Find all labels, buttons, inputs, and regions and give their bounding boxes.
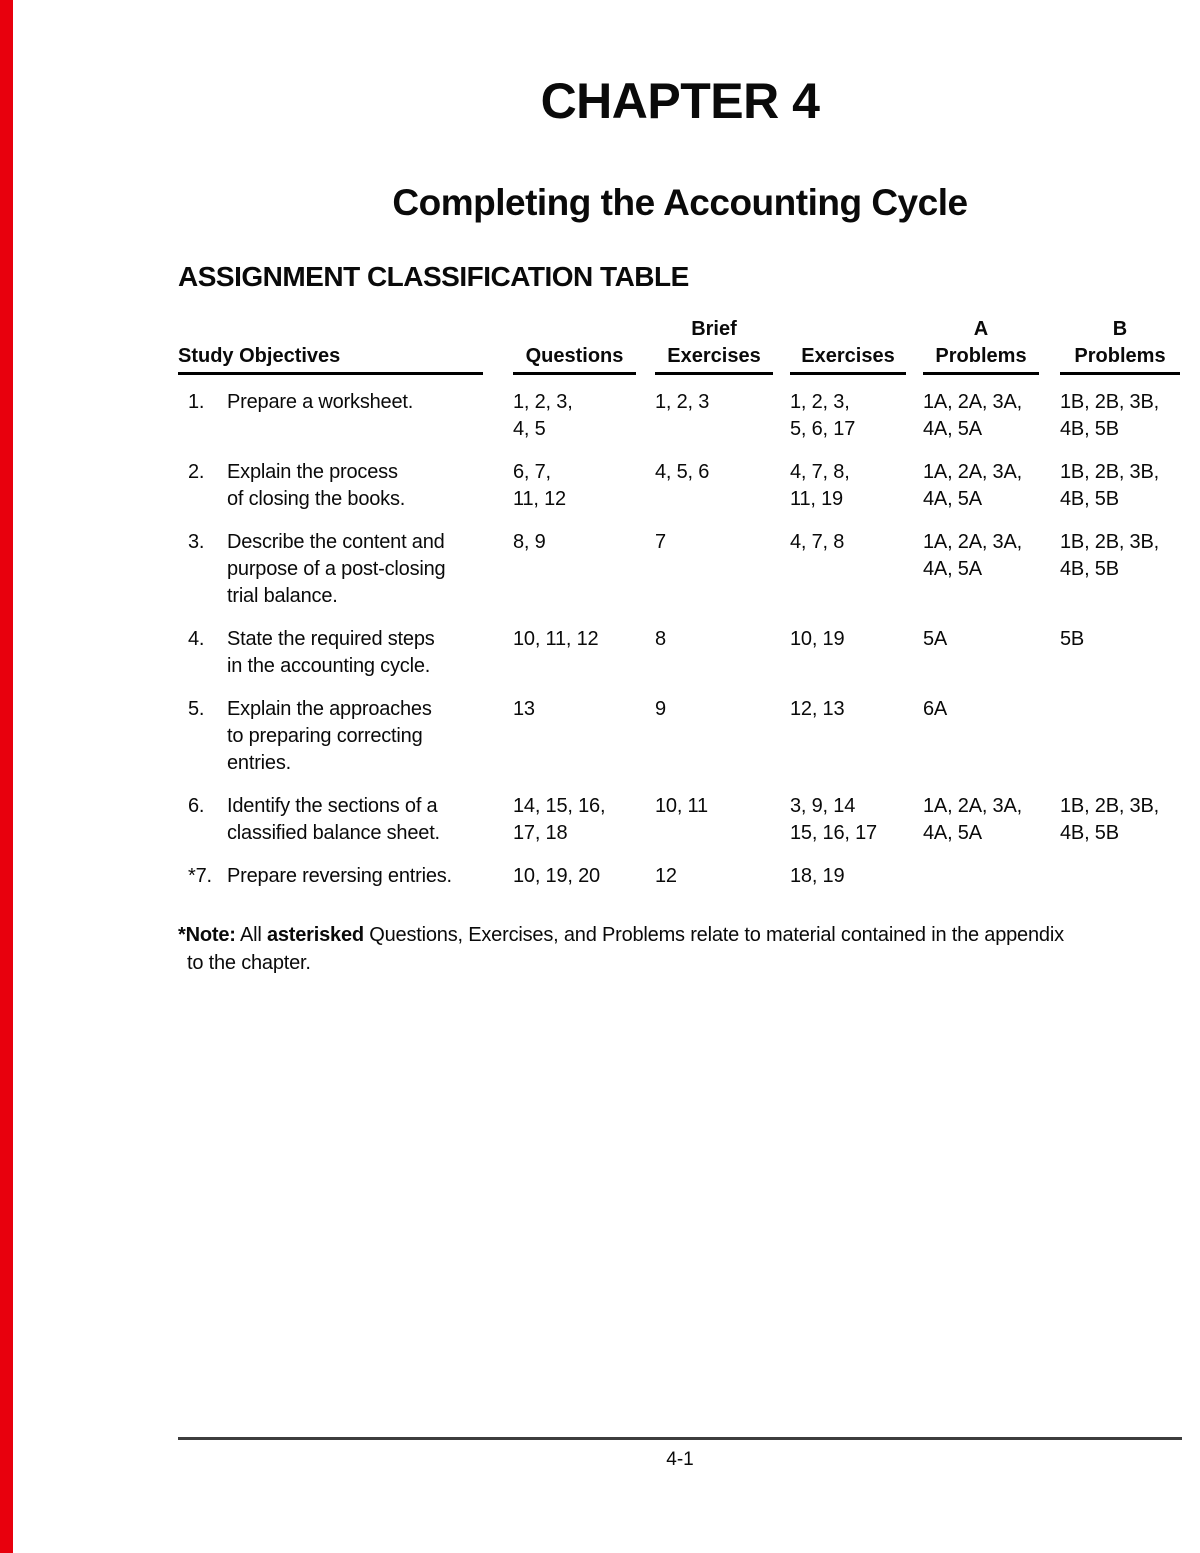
- objective-number: 5.: [188, 698, 205, 720]
- exercises-cell: 10, 19: [790, 628, 845, 650]
- table-row: 6. Identify the sections of a classified…: [178, 793, 1182, 847]
- brief-exercises-cell: 12: [655, 865, 677, 887]
- objective-cell: *7. Prepare reversing entries.: [178, 863, 513, 890]
- questions-cell: 6, 7, 11, 12: [513, 461, 566, 510]
- footnote-bold-word: asterisked: [266, 924, 364, 946]
- footnote-text: All: [235, 924, 267, 946]
- exercises-cell: 18, 19: [790, 865, 845, 887]
- questions-cell: 8, 9: [513, 531, 546, 553]
- header-top-label: B: [1112, 318, 1128, 340]
- table-row: 3. Describe the content and purpose of a…: [178, 529, 1182, 610]
- problems-b-cell: [1060, 696, 1182, 777]
- objective-text: Describe the content and purpose of a po…: [227, 531, 446, 607]
- header-label: Problems: [923, 343, 1039, 375]
- document-page: CHAPTER 4 Completing the Accounting Cycl…: [178, 0, 1182, 1553]
- footnote-label: Note:: [185, 924, 236, 946]
- exercises-cell: 1, 2, 3, 5, 6, 17: [790, 391, 856, 440]
- problems-b-cell: 1B, 2B, 3B, 4B, 5B: [1060, 461, 1159, 510]
- exercises-cell: 4, 7, 8: [790, 531, 845, 553]
- page-number: 4-1: [666, 1449, 694, 1470]
- problems-a-cell: 6A: [923, 698, 948, 720]
- questions-cell: 1, 2, 3, 4, 5: [513, 391, 573, 440]
- problems-b-cell: 5B: [1060, 628, 1085, 650]
- objective-number: *7.: [188, 865, 212, 887]
- objective-text: Prepare a worksheet.: [227, 391, 414, 413]
- objective-number: 4.: [188, 628, 205, 650]
- questions-cell: 14, 15, 16, 17, 18: [513, 795, 606, 844]
- header-label: Problems: [1060, 343, 1180, 375]
- scan-edge-red-stripe: [0, 0, 13, 1553]
- problems-a-cell: 1A, 2A, 3A, 4A, 5A: [923, 531, 1022, 580]
- objective-text: Explain the process of closing the books…: [227, 461, 406, 510]
- chapter-title: CHAPTER 4: [540, 73, 820, 129]
- table-header-row: Study Objectives Questions Brief Exercis…: [178, 316, 1182, 375]
- header-label: Questions: [513, 343, 636, 375]
- table-row: 4. State the required steps in the accou…: [178, 626, 1182, 680]
- problems-b-cell: [1060, 863, 1182, 890]
- header-problems-b: B Problems: [1060, 316, 1182, 375]
- table-row: 2. Explain the process of closing the bo…: [178, 459, 1182, 513]
- asterisk-marker: *: [178, 924, 186, 946]
- table-row: 1. Prepare a worksheet. 1, 2, 3, 4, 5 1,…: [178, 389, 1182, 443]
- objective-text: State the required steps in the accounti…: [227, 628, 435, 677]
- objective-number: 1.: [188, 391, 205, 413]
- problems-a-cell: [923, 863, 1060, 890]
- header-label: Study Objectives: [178, 343, 483, 375]
- footer-rule: [178, 1437, 1182, 1440]
- header-questions: Questions: [513, 316, 655, 375]
- brief-exercises-cell: 1, 2, 3: [655, 391, 710, 413]
- problems-a-cell: 5A: [923, 628, 948, 650]
- objective-number: 3.: [188, 531, 205, 553]
- table-body: 1. Prepare a worksheet. 1, 2, 3, 4, 5 1,…: [178, 389, 1182, 906]
- objective-number: 2.: [188, 461, 205, 483]
- objective-cell: 5. Explain the approaches to preparing c…: [178, 696, 513, 777]
- table-row: 5. Explain the approaches to preparing c…: [178, 696, 1182, 777]
- section-heading: ASSIGNMENT CLASSIFICATION TABLE: [178, 261, 689, 292]
- brief-exercises-cell: 10, 11: [655, 795, 708, 817]
- problems-a-cell: 1A, 2A, 3A, 4A, 5A: [923, 795, 1022, 844]
- exercises-cell: 4, 7, 8, 11, 19: [790, 461, 850, 510]
- problems-b-cell: 1B, 2B, 3B, 4B, 5B: [1060, 795, 1159, 844]
- brief-exercises-cell: 9: [655, 698, 666, 720]
- brief-exercises-cell: 8: [655, 628, 666, 650]
- header-top-label: Brief: [691, 318, 737, 340]
- objective-number: 6.: [188, 795, 205, 817]
- questions-cell: 10, 19, 20: [513, 865, 600, 887]
- objective-cell: 2. Explain the process of closing the bo…: [178, 459, 513, 513]
- objective-text: Identify the sections of a classified ba…: [227, 795, 440, 844]
- brief-exercises-cell: 4, 5, 6: [655, 461, 710, 483]
- header-label: Exercises: [655, 343, 773, 375]
- exercises-cell: 12, 13: [790, 698, 845, 720]
- questions-cell: 13: [513, 698, 535, 720]
- header-problems-a: A Problems: [923, 316, 1060, 375]
- problems-b-cell: 1B, 2B, 3B, 4B, 5B: [1060, 531, 1159, 580]
- header-label: Exercises: [790, 343, 906, 375]
- table-row: *7. Prepare reversing entries. 10, 19, 2…: [178, 863, 1182, 890]
- objective-text: Prepare reversing entries.: [227, 865, 452, 887]
- objective-text: Explain the approaches to preparing corr…: [227, 698, 432, 774]
- exercises-cell: 3, 9, 14 15, 16, 17: [790, 795, 877, 844]
- questions-cell: 10, 11, 12: [513, 628, 599, 650]
- footnote: *Note: All asterisked Questions, Exercis…: [178, 921, 1187, 977]
- chapter-subtitle: Completing the Accounting Cycle: [392, 182, 968, 223]
- objective-cell: 1. Prepare a worksheet.: [178, 389, 513, 443]
- header-brief-exercises: Brief Exercises: [655, 316, 790, 375]
- problems-b-cell: 1B, 2B, 3B, 4B, 5B: [1060, 391, 1159, 440]
- footnote-text: Questions, Exercises, and Problems relat…: [187, 924, 1064, 974]
- header-exercises: Exercises: [790, 316, 923, 375]
- objective-cell: 3. Describe the content and purpose of a…: [178, 529, 513, 610]
- brief-exercises-cell: 7: [655, 531, 666, 553]
- problems-a-cell: 1A, 2A, 3A, 4A, 5A: [923, 391, 1022, 440]
- objective-cell: 6. Identify the sections of a classified…: [178, 793, 513, 847]
- objective-cell: 4. State the required steps in the accou…: [178, 626, 513, 680]
- problems-a-cell: 1A, 2A, 3A, 4A, 5A: [923, 461, 1022, 510]
- header-study-objectives: Study Objectives: [178, 316, 513, 375]
- header-top-label: A: [973, 318, 989, 340]
